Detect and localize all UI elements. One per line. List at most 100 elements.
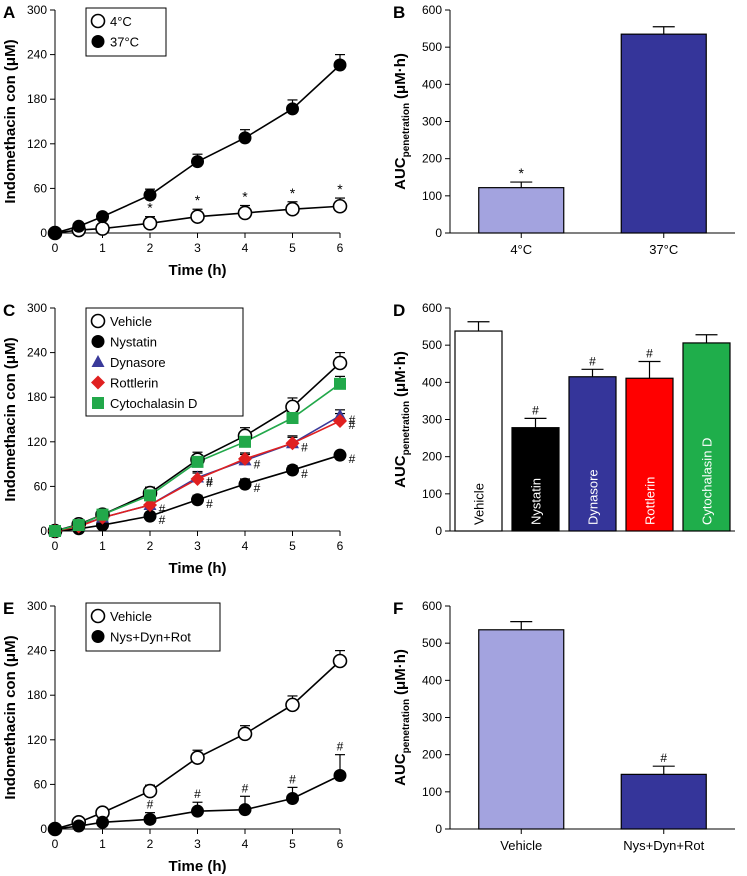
panel-label: C	[3, 301, 15, 320]
data-point-4-c	[95, 221, 110, 236]
significance-mark: #	[289, 772, 296, 786]
data-point-nys-dyn-rot	[191, 804, 204, 818]
x-tick-label: 2	[147, 539, 154, 553]
x-tick-label: 4	[242, 539, 249, 553]
y-tick-label: 180	[27, 688, 47, 702]
legend-marker	[90, 313, 106, 329]
significance-mark: #	[159, 513, 166, 527]
bar-nys-dyn-rot	[620, 773, 707, 830]
panel-label: E	[3, 599, 14, 618]
y-tick-label: 600	[422, 3, 442, 17]
data-point-rottlerin	[143, 497, 157, 512]
y-tick-label: 300	[27, 599, 47, 613]
legend-label: Dynasore	[110, 355, 166, 370]
data-point-nystatin	[238, 477, 252, 491]
y-tick-label: 120	[27, 733, 47, 747]
y-tick-label: 240	[27, 346, 47, 360]
legend: 4°C 37°C	[85, 7, 167, 57]
category-label: Vehicle	[500, 838, 542, 853]
data-point-cytochalasin-d	[96, 508, 109, 521]
y-tick-label: 180	[27, 390, 47, 404]
category-label: Vehicle	[472, 483, 487, 525]
panel-d: D 0 100 200 300 400 500 600 AUCpenetration (μM·h)…	[392, 301, 735, 538]
x-tick-label: 0	[52, 241, 59, 255]
data-point-vehicle	[285, 399, 300, 415]
data-point-37-c	[96, 210, 109, 224]
x-tick-label: 5	[289, 241, 296, 255]
y-tick-label: 100	[422, 189, 442, 203]
data-point-vehicle	[237, 726, 253, 742]
category-label: Nystatin	[529, 478, 544, 525]
significance-mark: *	[147, 200, 153, 216]
significance-mark: #	[349, 452, 356, 466]
legend-label: 37°C	[110, 35, 139, 50]
data-point-vehicle	[285, 697, 300, 713]
significance-mark: #	[254, 481, 261, 495]
y-tick-label: 0	[435, 822, 442, 836]
x-tick-label: 4	[242, 837, 249, 851]
legend-marker	[90, 608, 106, 624]
y-tick-label: 400	[422, 375, 442, 389]
legend-marker	[91, 35, 105, 48]
x-tick-label: 1	[99, 539, 106, 553]
y-tick-label: 500	[422, 338, 442, 352]
panel-c: C 0 60 120 180 240 300 0 1 2 3 4 5 6 Time (h) Indometha…	[2, 301, 356, 577]
y-axis-title-sub: penetration	[401, 401, 412, 455]
x-tick-label: 0	[52, 539, 59, 553]
x-tick-label: 2	[147, 241, 154, 255]
y-axis-title: Indomethacin con (μM)	[2, 337, 19, 501]
y-tick-label: 600	[422, 599, 442, 613]
data-point-4-c	[190, 209, 205, 224]
legend-marker	[92, 397, 104, 409]
y-axis-title-main: AUC	[392, 157, 409, 190]
y-tick-label: 300	[27, 3, 47, 17]
data-point-37-c	[333, 58, 347, 72]
legend-marker	[91, 355, 105, 367]
y-tick-label: 0	[40, 822, 47, 836]
significance-mark: #	[254, 457, 261, 471]
panel-b: B 0 100 200 300 400 500 600 AUCpenetration (μM·h)…	[392, 3, 735, 257]
significance-mark: #	[147, 798, 154, 812]
data-point-rottlerin	[238, 451, 252, 466]
data-point-vehicle	[332, 355, 348, 371]
data-point-nystatin	[143, 509, 157, 523]
x-tick-label: 1	[99, 837, 106, 851]
category-label: Cytochalasin D	[700, 438, 715, 525]
x-tick-label: 6	[337, 837, 344, 851]
data-point-4-c	[142, 216, 158, 231]
significance-mark: #	[589, 354, 596, 368]
legend-label: Cytochalasin D	[110, 396, 197, 411]
bar-4-c	[478, 187, 565, 234]
x-tick-label: 3	[194, 241, 201, 255]
legend-label: Vehicle	[110, 314, 152, 329]
category-label: Rottlerin	[643, 477, 658, 525]
bar-nystatin	[511, 427, 560, 532]
y-tick-label: 200	[422, 450, 442, 464]
x-tick-label: 1	[99, 241, 106, 255]
significance-mark: #	[194, 787, 201, 801]
legend-marker	[91, 630, 105, 643]
x-tick-label: 3	[194, 539, 201, 553]
significance-mark: #	[349, 413, 356, 427]
y-tick-label: 0	[435, 524, 442, 538]
data-point-nystatin	[333, 448, 347, 462]
data-point-4-c	[237, 205, 253, 221]
x-tick-label: 2	[147, 837, 154, 851]
y-tick-label: 300	[422, 711, 442, 725]
y-tick-label: 300	[422, 115, 442, 129]
y-tick-label: 180	[27, 92, 47, 106]
data-point-nys-dyn-rot	[48, 822, 62, 836]
bar-rottlerin	[625, 377, 674, 532]
y-axis-title: AUCpenetration (μM·h)	[392, 351, 412, 488]
data-point-nystatin	[286, 463, 299, 477]
x-tick-label: 5	[289, 837, 296, 851]
data-point-37-c	[72, 219, 86, 233]
data-point-nystatin	[191, 493, 204, 507]
y-tick-label: 100	[422, 785, 442, 799]
y-tick-label: 60	[34, 479, 48, 493]
y-axis-title-sub: penetration	[401, 699, 412, 753]
y-axis-title-unit: (μM·h)	[392, 649, 409, 695]
y-tick-label: 400	[422, 673, 442, 687]
legend-box	[85, 602, 221, 652]
y-axis-title: AUCpenetration (μM·h)	[392, 649, 412, 786]
